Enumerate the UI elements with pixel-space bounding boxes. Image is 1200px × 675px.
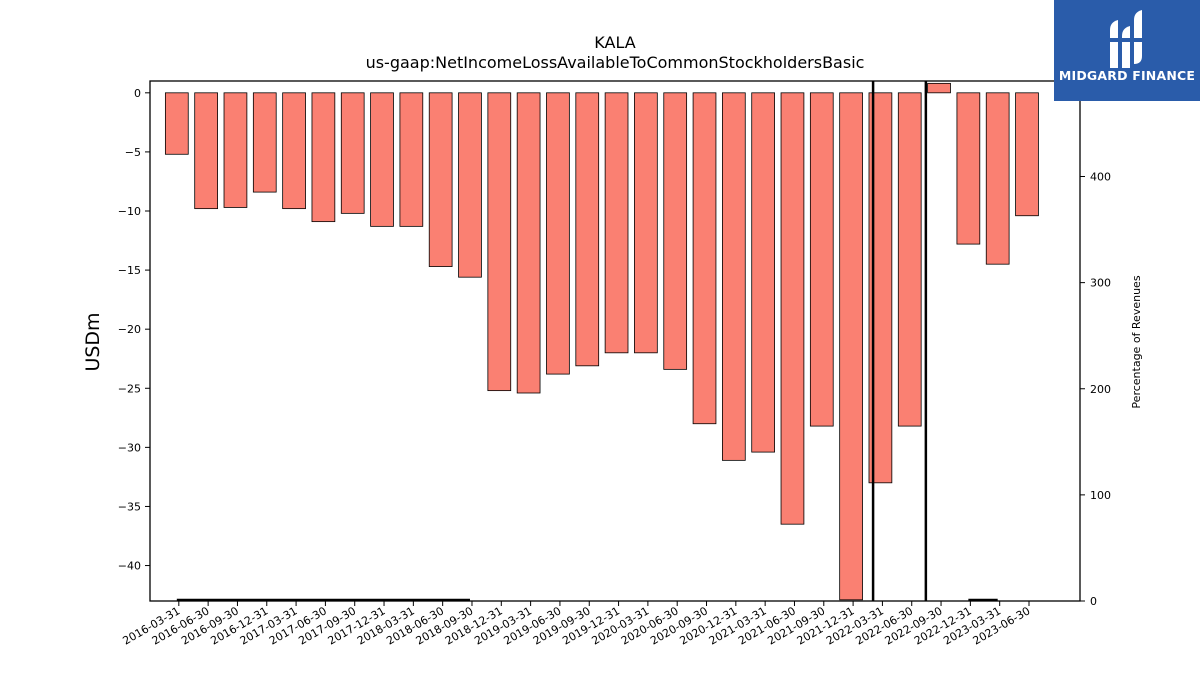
bar-17 xyxy=(634,92,658,354)
bar-4 xyxy=(252,92,277,193)
bar-2 xyxy=(194,92,218,210)
bar-15 xyxy=(575,92,600,367)
y-tick-label-5: −25 xyxy=(118,382,141,395)
logo-text: MIDGARD FINANCE xyxy=(1058,68,1196,83)
y2-tick-label-0: 0 xyxy=(1090,595,1097,608)
bar-8 xyxy=(370,92,394,227)
bar-10 xyxy=(428,92,453,267)
bar-19 xyxy=(692,92,717,425)
y2-axis-label: Percentage of Revenues xyxy=(1130,275,1143,408)
y-tick-label-4: −20 xyxy=(118,323,141,336)
y-tick-label-0: 0 xyxy=(134,87,141,100)
secondary-series-layer xyxy=(176,81,998,602)
bar-30 xyxy=(1015,92,1039,217)
bar-11 xyxy=(458,92,482,278)
bar-1 xyxy=(164,92,189,155)
y2-tick-label-1: 100 xyxy=(1090,489,1111,502)
y-tick-label-8: −40 xyxy=(118,560,141,573)
y2-tick-label-4: 400 xyxy=(1090,171,1111,184)
bar-13 xyxy=(516,92,541,394)
y-axis-label: USDm xyxy=(82,312,104,371)
bar-16 xyxy=(604,92,629,354)
bar-22 xyxy=(780,92,805,525)
y-tick-label-6: −30 xyxy=(118,441,141,454)
brand-logo: MIDGARD FINANCE xyxy=(1054,0,1200,101)
bar-18 xyxy=(663,92,688,370)
logo-mark-icon xyxy=(1106,10,1146,68)
bar-28 xyxy=(956,92,981,245)
bar-27 xyxy=(927,82,951,94)
bar-26 xyxy=(897,92,922,427)
bar-21 xyxy=(751,92,775,453)
bar-9 xyxy=(399,92,424,227)
bar-5 xyxy=(282,92,306,210)
bar-3 xyxy=(223,92,248,208)
bar-20 xyxy=(721,92,746,461)
y-tick-label-3: −15 xyxy=(118,264,141,277)
plot-frame xyxy=(149,80,1081,602)
bars-layer xyxy=(164,82,1039,601)
bar-29 xyxy=(985,92,1010,265)
chart-title: KALA xyxy=(594,33,635,52)
bar-7 xyxy=(340,92,365,214)
bar-23 xyxy=(809,92,834,427)
y-tick-label-1: −5 xyxy=(125,146,141,159)
bar-12 xyxy=(487,92,512,392)
y2-tick-label-3: 300 xyxy=(1090,277,1111,290)
bar-6 xyxy=(311,92,336,223)
chart-subtitle: us-gaap:NetIncomeLossAvailableToCommonSt… xyxy=(366,53,865,72)
y-tick-label-7: −35 xyxy=(118,500,141,513)
bar-25 xyxy=(868,92,893,484)
y2-tick-label-2: 200 xyxy=(1090,383,1111,396)
bar-14 xyxy=(546,92,570,375)
y-tick-label-2: −10 xyxy=(118,205,141,218)
bar-24 xyxy=(839,92,863,601)
